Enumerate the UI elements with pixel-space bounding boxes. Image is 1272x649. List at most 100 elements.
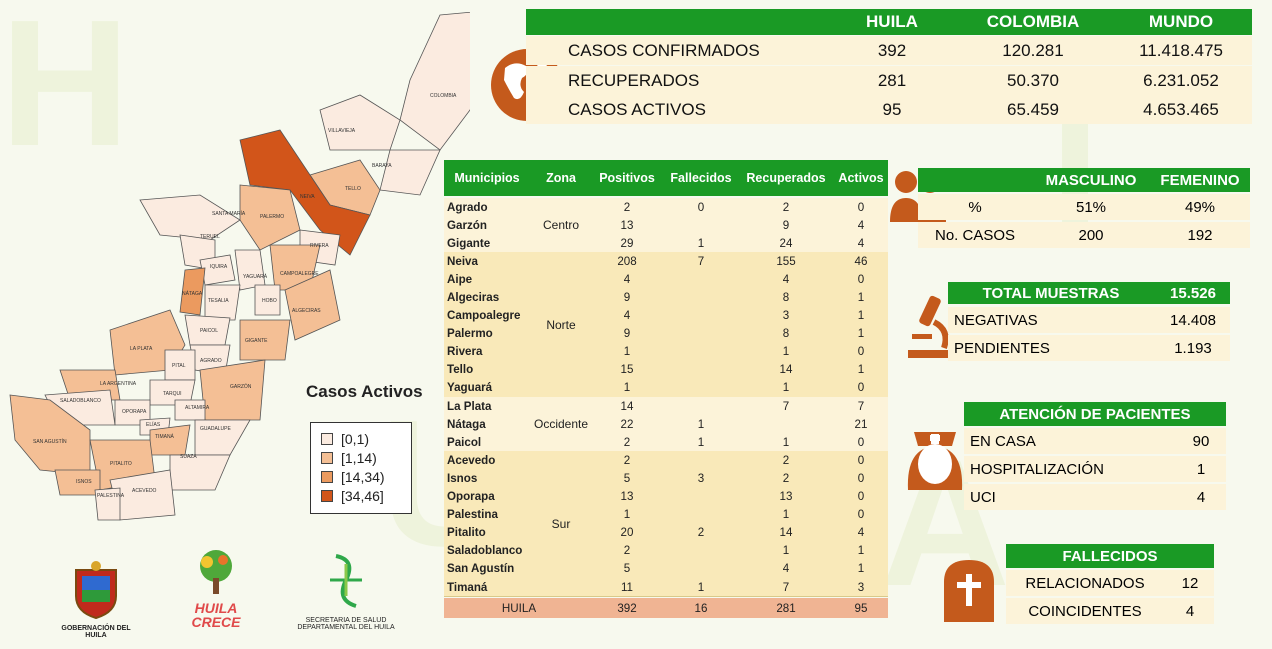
attention-row-value: 90 [1192,432,1210,450]
table-row: Gigante 29 1 24 4 [444,234,888,252]
header-fallecidos: Fallecidos [670,171,732,185]
municipio-cell: Isnos [447,471,478,485]
summary-mundo-value: 4.653.465 [1143,99,1219,119]
municipio-cell: Acevedo [447,453,496,467]
secretaria-logo: SECRETARIA DE SALUD DEPARTAMENTAL DEL HU… [296,550,396,640]
recuperados-cell: 2 [782,200,790,214]
samples-row: PENDIENTES 1.193 [948,335,1230,361]
map-region-iquira [199,254,236,286]
attention-title: ATENCIÓN DE PACIENTES [999,405,1191,423]
map-label: GIGANTE [245,338,268,344]
fallecidos-cell [664,343,738,361]
activos-cell: 0 [857,471,865,485]
fallecidos-cell [664,488,738,506]
fallecidos-cell: 2 [697,526,705,540]
map-region-palermo [239,184,301,251]
municipio-cell: Oporapa [447,490,495,504]
municipio-cell: Rivera [447,345,483,359]
fallecidos-cell: 1 [697,236,705,250]
samples-row-label: NEGATIVAS [954,311,1038,329]
map-label: SANTA MARÍA [212,210,246,217]
summary-row-label: RECUPERADOS [568,70,700,90]
map-region-palestina [94,487,121,521]
recuperados-cell: 7 [782,580,790,594]
fallecidos-cell [664,216,738,234]
positivos-cell: 5 [623,562,631,576]
map-region-nataga [179,267,206,316]
samples-total: 15.526 [1170,284,1216,302]
map-label: PAICOL [200,328,218,334]
recuperados-cell: 1 [782,508,790,522]
deaths-header: FALLECIDOS [1006,544,1214,568]
activos-cell: 0 [857,200,865,214]
summary-mundo-value: 11.418.475 [1139,40,1223,60]
summary-huila-value: 95 [882,99,902,119]
attention-row: UCI 4 [964,484,1226,510]
summary-huila-value: 281 [877,70,907,90]
map-label: SAN AGUSTÍN [33,438,67,445]
recuperados-cell: 2 [782,471,790,485]
total-activos: 95 [854,601,868,615]
deaths-title: FALLECIDOS [1062,547,1158,565]
map-region-timana [149,424,191,456]
gender-row: % 51% 49% [918,194,1250,220]
deaths-row-value: 12 [1181,574,1199,592]
summary-row-label: CASOS ACTIVOS [568,99,706,119]
table-row: Yaguará 1 1 0 [444,379,888,397]
deaths-row: RELACIONADOS 12 [1006,570,1214,596]
map-label: COLOMBIA [430,93,457,99]
deaths-row-value: 4 [1185,602,1195,620]
summary-huila-value: 392 [877,40,907,60]
fallecidos-cell: 0 [697,200,705,214]
map-label: GUADALUPE [200,426,232,432]
table-row: Timaná 11 1 7 3 [444,578,888,596]
summary-header-colombia: COLOMBIA [986,12,1080,31]
positivos-cell: 9 [623,290,631,304]
samples-title: TOTAL MUESTRAS [982,284,1120,302]
positivos-cell: 13 [620,218,634,232]
summary-row: RECUPERADOS 281 50.370 6.231.052 [526,66,1252,95]
fallecidos-cell [664,325,738,343]
positivos-cell: 208 [617,254,637,268]
microscope-icon [904,292,956,362]
summary-header-huila: HUILA [866,12,918,31]
map-label: TERUEL [200,234,220,240]
fallecidos-cell: 7 [697,254,705,268]
zone-block: La Plata 14 7 7 Nátaga 22 1 21 Paicol 2 1 1 0 Occiden… [444,397,888,453]
municipio-cell: Pitalito [447,526,486,540]
table-row: Palestina 1 1 0 [444,506,888,524]
map-label: YAGUARÁ [243,273,268,280]
activos-cell: 0 [857,381,865,395]
fallecidos-cell [664,542,738,560]
municipio-cell: Neiva [447,254,478,268]
fallecidos-cell: 1 [697,580,705,594]
fallecidos-cell [664,451,738,469]
gender-femenino-value: 49% [1184,198,1216,216]
fallecidos-cell: 1 [697,417,705,431]
activos-cell: 21 [854,417,868,431]
municipio-cell: Saladoblanco [447,544,523,558]
attention-row-label: UCI [970,488,996,506]
map-label: PITAL [172,363,186,369]
recuperados-cell: 24 [779,236,793,250]
map-region-tesalia [204,284,241,321]
total-fallecidos: 16 [694,601,708,615]
fallecidos-cell [664,397,738,415]
table-row: San Agustín 5 4 1 [444,560,888,578]
legend-item: [14,34) [321,469,385,485]
gender-row-label: No. CASOS [934,226,1016,244]
header-femenino: FEMENINO [1160,171,1240,189]
activos-cell: 0 [857,490,865,504]
fallecidos-cell [664,379,738,397]
map-label: NÁTAGA [182,290,203,297]
activos-cell: 1 [857,327,865,341]
coat-of-arms-icon [75,561,117,620]
activos-cell: 1 [857,544,865,558]
nurse-icon [900,418,970,490]
table-row: Neiva 208 7 155 46 [444,252,888,270]
recuperados-cell: 9 [782,218,790,232]
table-row: Campoalegre 4 3 1 [444,307,888,325]
municipio-cell: Nátaga [447,417,486,431]
attention-row: HOSPITALIZACIÓN 1 [964,456,1226,482]
attention-row-label: HOSPITALIZACIÓN [970,460,1104,478]
